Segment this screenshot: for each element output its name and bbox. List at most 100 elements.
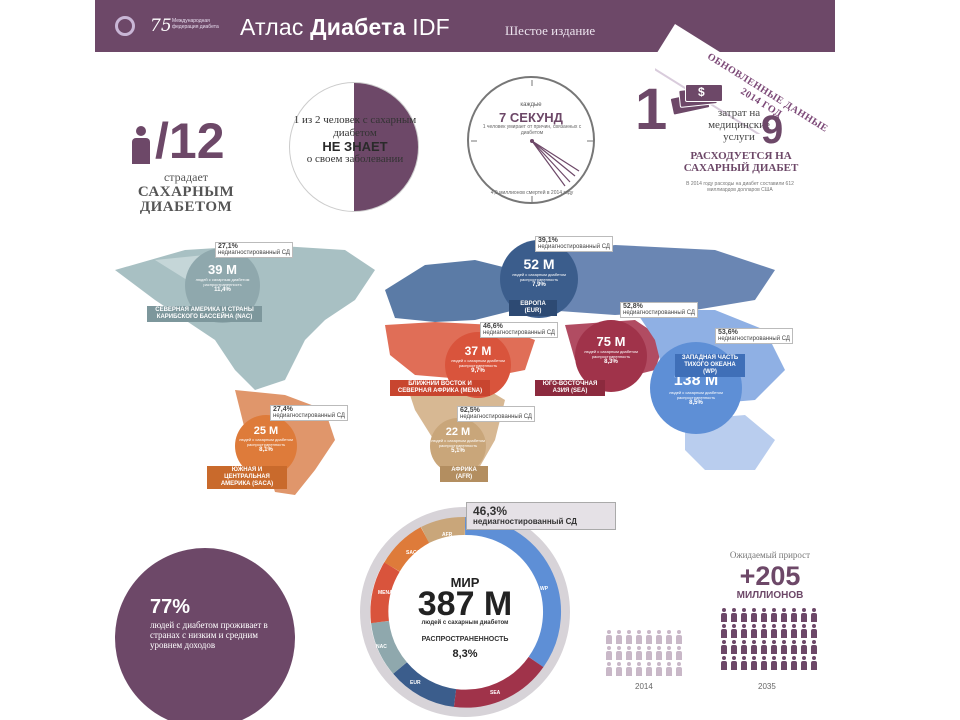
region-wp-tag: ЗАПАДНАЯ ЧАСТЬ ТИХОГО ОКЕАНА (WP) [675, 354, 745, 377]
person-icon [740, 640, 748, 654]
world-value: 387 М [417, 585, 513, 623]
clock-seconds: 7 СЕКУНД [499, 110, 563, 125]
region-wp-undiag-value: 53,6% [718, 329, 738, 336]
seg-wp: WP [540, 586, 549, 592]
seg-eur: EUR [410, 680, 421, 686]
clock-graphic: каждые 7 СЕКУНД 1 человек умирает от при… [457, 76, 607, 206]
world-prev-value: 8,3% [452, 648, 478, 660]
region-nac-sub: людей с сахарным диабетом [195, 277, 250, 282]
person-icon [730, 624, 738, 638]
person-icon [810, 656, 818, 670]
person-icon [760, 624, 768, 638]
region-afr-undiag-label: недиагностированный СД [460, 414, 532, 420]
person-icon [665, 646, 673, 660]
region-eur-value: 52 М [523, 256, 555, 272]
person-icon [790, 656, 798, 670]
unaware-line-1: 1 из 2 человек с сахарным диабетом [293, 114, 417, 139]
person-icon [720, 640, 728, 654]
clock-footnote: 4,9 миллионов смертей в 2014 году [490, 190, 574, 196]
person-icon [645, 646, 653, 660]
region-nac-prev-label: распространенность [203, 282, 242, 287]
person-icon [810, 640, 818, 654]
person-icon [740, 656, 748, 670]
money-stat: 1 затрат на медицинские услуги 9 РАСХОДУ… [635, 80, 815, 210]
world-prev-label: РАСПРОСТРАНЕННОСТЬ [421, 636, 509, 643]
world-map: 39 М людей с сахарным диабетом распростр… [95, 230, 835, 500]
person-icon [655, 662, 663, 676]
clock-ticks-icon [471, 80, 593, 202]
seg-sea: SEA [490, 690, 501, 696]
person-icon [625, 630, 633, 644]
title-tail: IDF [405, 14, 450, 40]
region-afr-bubble: 22 М людей с сахарным диабетом распростр… [430, 418, 486, 474]
region-mena-prev-label: распространенность [458, 363, 498, 368]
person-icon [635, 630, 643, 644]
world-donut: 46,3% недиагностированный СД WP SEA EUR … [340, 502, 616, 717]
person-icon [770, 640, 778, 654]
region-nac-prev: 11,4% [214, 287, 231, 293]
ring-logo-icon [115, 16, 135, 36]
person-icon [770, 656, 778, 670]
money-nine: 9 [761, 108, 784, 152]
region-saca-prev-label: распространенность [246, 442, 286, 447]
person-icon [800, 624, 808, 638]
region-nac-tag: СЕВЕРНАЯ АМЕРИКА И СТРАНЫ КАРИБСКОГО БАС… [147, 306, 262, 322]
region-sea-prev-label: распространенность [591, 354, 631, 359]
region-afr-prev-label: распространенность [438, 443, 478, 448]
person-icon [605, 646, 613, 660]
person-icon [760, 640, 768, 654]
person-icon [720, 608, 728, 622]
seg-saca: SACA [406, 550, 421, 556]
region-saca-undiag: 27,4% недиагностированный СД [270, 405, 348, 421]
region-wp-undiag: 53,6% недиагностированный СД [715, 328, 793, 344]
person-icon [615, 630, 623, 644]
world-undiag-box: 46,3% недиагностированный СД [466, 502, 616, 530]
region-saca-value: 25 М [253, 425, 279, 437]
unaware-circle: 1 из 2 человек с сахарным диабетом НЕ ЗН… [279, 82, 431, 212]
region-saca-undiag-value: 27,4% [273, 406, 293, 413]
income-circle: 77% людей с диабетом проживает в странах… [115, 548, 295, 720]
region-wp-prev-label: распространенность [676, 395, 716, 400]
region-afr-prev: 5,1% [451, 448, 465, 454]
year-2035: 2035 [758, 682, 776, 691]
person-icon [615, 662, 623, 676]
region-saca-sub: людей с сахарным диабетом [239, 437, 293, 442]
region-eur-undiag: 39,1% недиагностированный СД [535, 236, 613, 252]
person-icon [770, 608, 778, 622]
person-icon [790, 608, 798, 622]
region-sea-bubble: 75 М людей с сахарным диабетом распростр… [575, 320, 647, 392]
seg-mena: MENA [378, 590, 393, 596]
region-mena-tag: БЛИЖНИЙ ВОСТОК И СЕВЕРНАЯ АФРИКА (MENA) [390, 380, 490, 396]
person-icon [665, 662, 673, 676]
seg-afr: AFR [442, 532, 453, 538]
money-text-2: РАСХОДУЕТСЯ НА САХАРНЫЙ ДИАБЕТ [683, 150, 799, 174]
person-icon [655, 646, 663, 660]
region-saca-prev: 8,1% [259, 447, 273, 453]
person-icon [780, 640, 788, 654]
person-icon [740, 624, 748, 638]
edition-label: Шестое издание [505, 23, 596, 38]
title-bold: Диабета [310, 14, 406, 40]
people-2014-icons [605, 630, 683, 676]
title-light: Атлас [240, 14, 311, 40]
person-icon [780, 608, 788, 622]
idf-logo: 75 Международная федерация диабета [150, 14, 220, 38]
money-bills-icon [669, 84, 723, 116]
logo-text: Международная федерация диабета [172, 18, 219, 30]
person-icon [605, 630, 613, 644]
seg-nac: NAC [376, 644, 387, 650]
region-nac-value: 39 М [208, 262, 237, 277]
region-nac-undiag-label: недиагностированный СД [218, 250, 290, 256]
region-afr-sub: людей с сахарным диабетом [431, 438, 485, 443]
region-sea-sub: людей с сахарным диабетом [584, 349, 638, 354]
unaware-line-2: о своем заболевании [306, 153, 404, 165]
person-icon [645, 662, 653, 676]
person-icon [760, 608, 768, 622]
person-icon [655, 630, 663, 644]
world-undiag-value: 46,3% [473, 504, 508, 518]
world-undiag-label: недиагностированный СД [473, 517, 577, 526]
growth-value: +205 [739, 561, 801, 591]
income-percent: 77% [150, 596, 191, 618]
person-icon [720, 656, 728, 670]
person-icon [730, 656, 738, 670]
